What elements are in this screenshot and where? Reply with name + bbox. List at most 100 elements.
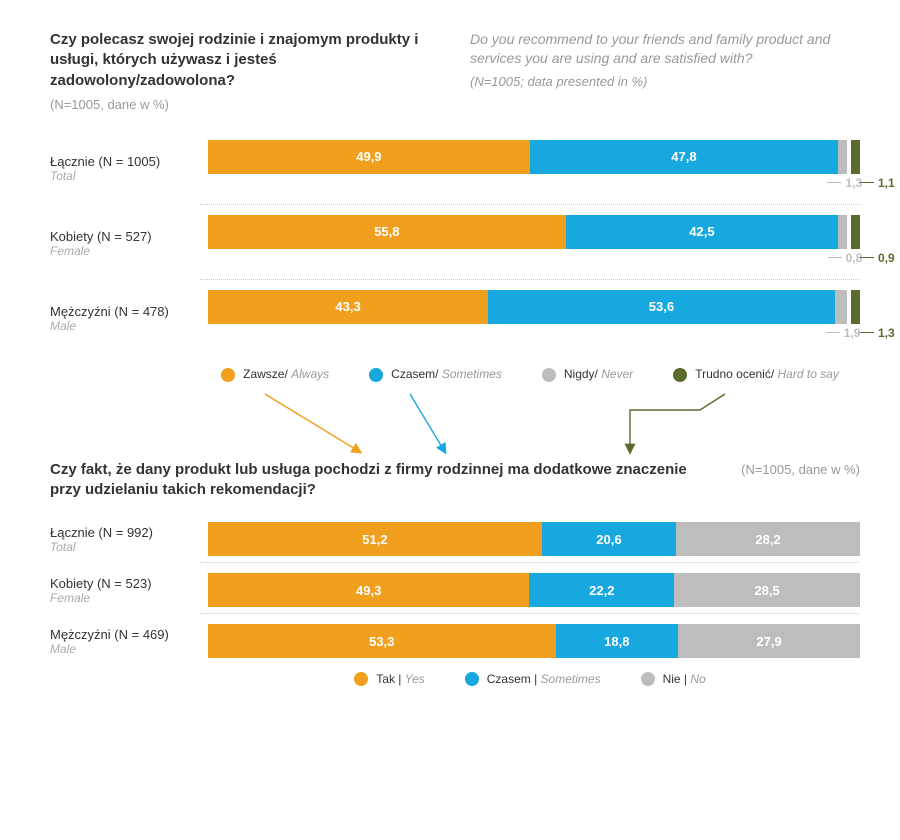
row-labels: Mężczyźni (N = 469)Male [50, 627, 190, 656]
bar-segment [851, 290, 860, 324]
q1-legend: Zawsze/ Always Czasem/ Sometimes Nigdy/ Ne… [200, 368, 860, 382]
bar-segment: 51,2 [208, 522, 542, 556]
legend-label: Nigdy/ Never [564, 368, 633, 381]
row-label-en: Female [50, 244, 190, 258]
bar-segment: 42,5 [566, 215, 838, 249]
stacked-bar: 49,322,228,5 [208, 573, 860, 607]
bar-segment: 55,8 [208, 215, 566, 249]
q2-chart: Łącznie (N = 992)Total 51,220,628,2 Kobiet… [50, 512, 860, 664]
callout-never: 1,9 [826, 326, 861, 340]
q2-row: Łącznie (N = 992)Total 51,220,628,2 [50, 512, 860, 562]
q2-title-pl: Czy fakt, że dany produkt lub usługa poc… [50, 460, 711, 501]
bar-wrap: 49,322,228,5 [208, 573, 860, 607]
row-label-pl: Kobiety (N = 523) [50, 576, 190, 591]
callout-hard: 0,9 [860, 251, 895, 265]
legend-item: Zawsze/ Always [221, 368, 329, 382]
stacked-bar: 53,318,827,9 [208, 624, 860, 658]
legend-swatch [542, 368, 556, 382]
legend-item: Tak | Yes [354, 672, 424, 686]
stacked-bar: 49,947,8 [208, 140, 860, 174]
row-labels: Mężczyźni (N = 478)Male [50, 304, 190, 333]
q1-title-pl: Czy polecasz swojej rodzinie i znajomym … [50, 30, 440, 91]
legend-swatch [673, 368, 687, 382]
bar-segment: 43,3 [208, 290, 488, 324]
legend-swatch [221, 368, 235, 382]
legend-label: Czasem | Sometimes [487, 673, 601, 686]
row-label-en: Total [50, 169, 190, 183]
bar-callouts: 0,80,9 [208, 251, 860, 273]
row-label-en: Male [50, 319, 190, 333]
stacked-bar: 51,220,628,2 [208, 522, 860, 556]
legend-item: Czasem | Sometimes [465, 672, 601, 686]
q2-row: Mężczyźni (N = 469)Male 53,318,827,9 [50, 614, 860, 664]
bar-segment: 49,3 [208, 573, 529, 607]
bar-segment: 28,5 [674, 573, 860, 607]
bar-segment [838, 215, 847, 249]
legend-item: Nie | No [641, 672, 706, 686]
q1-row: Kobiety (N = 527)Female 55,842,50,80,9 [50, 205, 860, 279]
stacked-bar: 43,353,6 [208, 290, 860, 324]
q1-row: Łącznie (N = 1005)Total 49,947,81,31,1 [50, 130, 860, 204]
q2-legend: Tak | Yes Czasem | Sometimes Nie | No [200, 672, 860, 686]
q1-header: Czy polecasz swojej rodzinie i znajomym … [50, 30, 860, 112]
arrows-svg [200, 390, 880, 460]
q1-subtitle-pl: (N=1005, dane w %) [50, 97, 440, 112]
bar-wrap: 55,842,50,80,9 [208, 215, 860, 273]
row-label-pl: Kobiety (N = 527) [50, 229, 190, 244]
q1-subtitle-en: (N=1005; data presented in %) [470, 74, 860, 89]
bar-callouts: 1,91,3 [208, 326, 860, 348]
row-label-pl: Łącznie (N = 992) [50, 525, 190, 540]
legend-label: Tak | Yes [376, 673, 424, 686]
legend-item: Trudno ocenić/ Hard to say [673, 368, 839, 382]
legend-item: Czasem/ Sometimes [369, 368, 502, 382]
bar-segment: 53,3 [208, 624, 556, 658]
bar-segment: 47,8 [530, 140, 838, 174]
legend-swatch [369, 368, 383, 382]
row-labels: Łącznie (N = 1005)Total [50, 154, 190, 183]
callout-hard: 1,1 [860, 176, 895, 190]
legend-label: Zawsze/ Always [243, 368, 329, 381]
legend-label: Nie | No [663, 673, 706, 686]
callout-never: 1,3 [827, 176, 862, 190]
row-labels: Kobiety (N = 527)Female [50, 229, 190, 258]
bar-callouts: 1,31,1 [208, 176, 860, 198]
row-label-pl: Mężczyźni (N = 478) [50, 304, 190, 319]
callout-hard: 1,3 [860, 326, 895, 340]
bar-segment: 53,6 [488, 290, 835, 324]
row-labels: Łącznie (N = 992)Total [50, 525, 190, 554]
row-label-en: Male [50, 642, 190, 656]
legend-label: Czasem/ Sometimes [391, 368, 502, 381]
row-labels: Kobiety (N = 523)Female [50, 576, 190, 605]
row-label-en: Total [50, 540, 190, 554]
stacked-bar: 55,842,5 [208, 215, 860, 249]
bar-segment: 28,2 [676, 522, 860, 556]
callout-never: 0,8 [828, 251, 863, 265]
bar-wrap: 43,353,61,91,3 [208, 290, 860, 348]
connector-arrows [200, 390, 860, 460]
legend-label: Trudno ocenić/ Hard to say [695, 368, 839, 381]
bar-wrap: 51,220,628,2 [208, 522, 860, 556]
bar-segment [851, 215, 860, 249]
bar-wrap: 53,318,827,9 [208, 624, 860, 658]
q2-subtitle: (N=1005, dane w %) [741, 460, 860, 477]
bar-segment: 22,2 [529, 573, 674, 607]
bar-segment: 20,6 [542, 522, 676, 556]
bar-segment [835, 290, 847, 324]
bar-segment: 18,8 [556, 624, 679, 658]
q1-title-en: Do you recommend to your friends and fam… [470, 30, 860, 68]
legend-swatch [641, 672, 655, 686]
q1-chart: Łącznie (N = 1005)Total 49,947,81,31,1 Kob… [50, 130, 860, 354]
q2-row: Kobiety (N = 523)Female 49,322,228,5 [50, 563, 860, 613]
q1-row: Mężczyźni (N = 478)Male 43,353,61,91,3 [50, 280, 860, 354]
legend-item: Nigdy/ Never [542, 368, 633, 382]
bar-segment [838, 140, 847, 174]
legend-swatch [465, 672, 479, 686]
q2-header: Czy fakt, że dany produkt lub usługa poc… [50, 460, 860, 501]
bar-segment [851, 140, 860, 174]
row-label-en: Female [50, 591, 190, 605]
row-label-pl: Mężczyźni (N = 469) [50, 627, 190, 642]
bar-segment: 27,9 [678, 624, 860, 658]
legend-swatch [354, 672, 368, 686]
row-label-pl: Łącznie (N = 1005) [50, 154, 190, 169]
bar-segment: 49,9 [208, 140, 530, 174]
